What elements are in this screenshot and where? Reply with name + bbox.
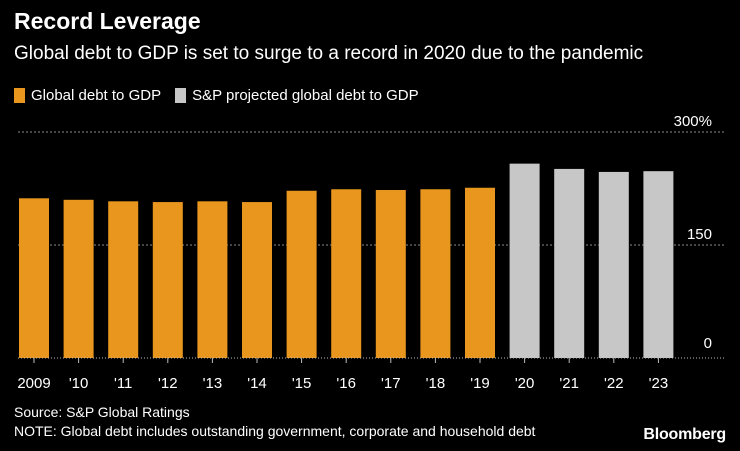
bloomberg-logo: Bloomberg: [643, 426, 726, 443]
bar-actual-10: [465, 187, 495, 358]
x-tick-label-14: '23: [649, 375, 669, 392]
legend-item-projected: S&P projected global debt to GDP: [175, 87, 419, 104]
chart-title: Record Leverage: [14, 8, 201, 34]
x-tick-label-11: '20: [515, 375, 535, 392]
bar-actual-8: [375, 190, 406, 358]
x-tick-label-8: '17: [381, 375, 401, 392]
x-tick-label-1: '10: [69, 375, 89, 392]
legend-label-actual: Global debt to GDP: [31, 87, 162, 104]
x-tick-label-12: '21: [559, 375, 579, 392]
legend-swatch-projected: [175, 88, 187, 103]
bar-actual-0: [19, 198, 49, 358]
bar-actual-4: [197, 201, 228, 358]
x-tick-label-5: '14: [247, 375, 267, 392]
x-tick-label-7: '16: [336, 375, 356, 392]
x-tick-label-3: '12: [158, 375, 178, 392]
legend-swatch-actual: [14, 88, 25, 103]
y-tick-label-300: 300%: [674, 113, 712, 130]
bar-projected-11: [509, 163, 540, 358]
x-tick-label-9: '18: [426, 375, 446, 392]
bar-actual-9: [420, 189, 451, 358]
bar-actual-2: [108, 201, 139, 358]
bar-actual-1: [63, 199, 94, 358]
chart-legend: Global debt to GDP S&P projected global …: [14, 87, 433, 104]
x-tick-label-2: '11: [114, 375, 132, 392]
legend-label-projected: S&P projected global debt to GDP: [192, 87, 419, 104]
legend-item-actual: Global debt to GDP: [14, 87, 161, 104]
x-tick-label-0: 2009: [17, 375, 50, 392]
footnote: NOTE: Global debt includes outstanding g…: [14, 423, 536, 439]
x-tick-label-4: '13: [203, 375, 223, 392]
bar-actual-6: [286, 190, 317, 358]
bar-projected-13: [598, 171, 629, 358]
bar-projected-12: [554, 168, 585, 358]
y-tick-label-0: 0: [704, 335, 712, 352]
bar-actual-5: [242, 202, 272, 358]
source-note: Source: S&P Global Ratings: [14, 404, 190, 420]
bar-projected-14: [643, 171, 674, 358]
chart-subtitle: Global debt to GDP is set to surge to a …: [14, 43, 644, 64]
bar-actual-7: [331, 189, 362, 358]
y-tick-label-150: 150: [687, 226, 712, 243]
x-tick-label-6: '15: [292, 375, 312, 392]
x-tick-label-13: '22: [604, 375, 624, 392]
bar-actual-3: [152, 202, 183, 358]
x-tick-label-10: '19: [470, 375, 490, 392]
